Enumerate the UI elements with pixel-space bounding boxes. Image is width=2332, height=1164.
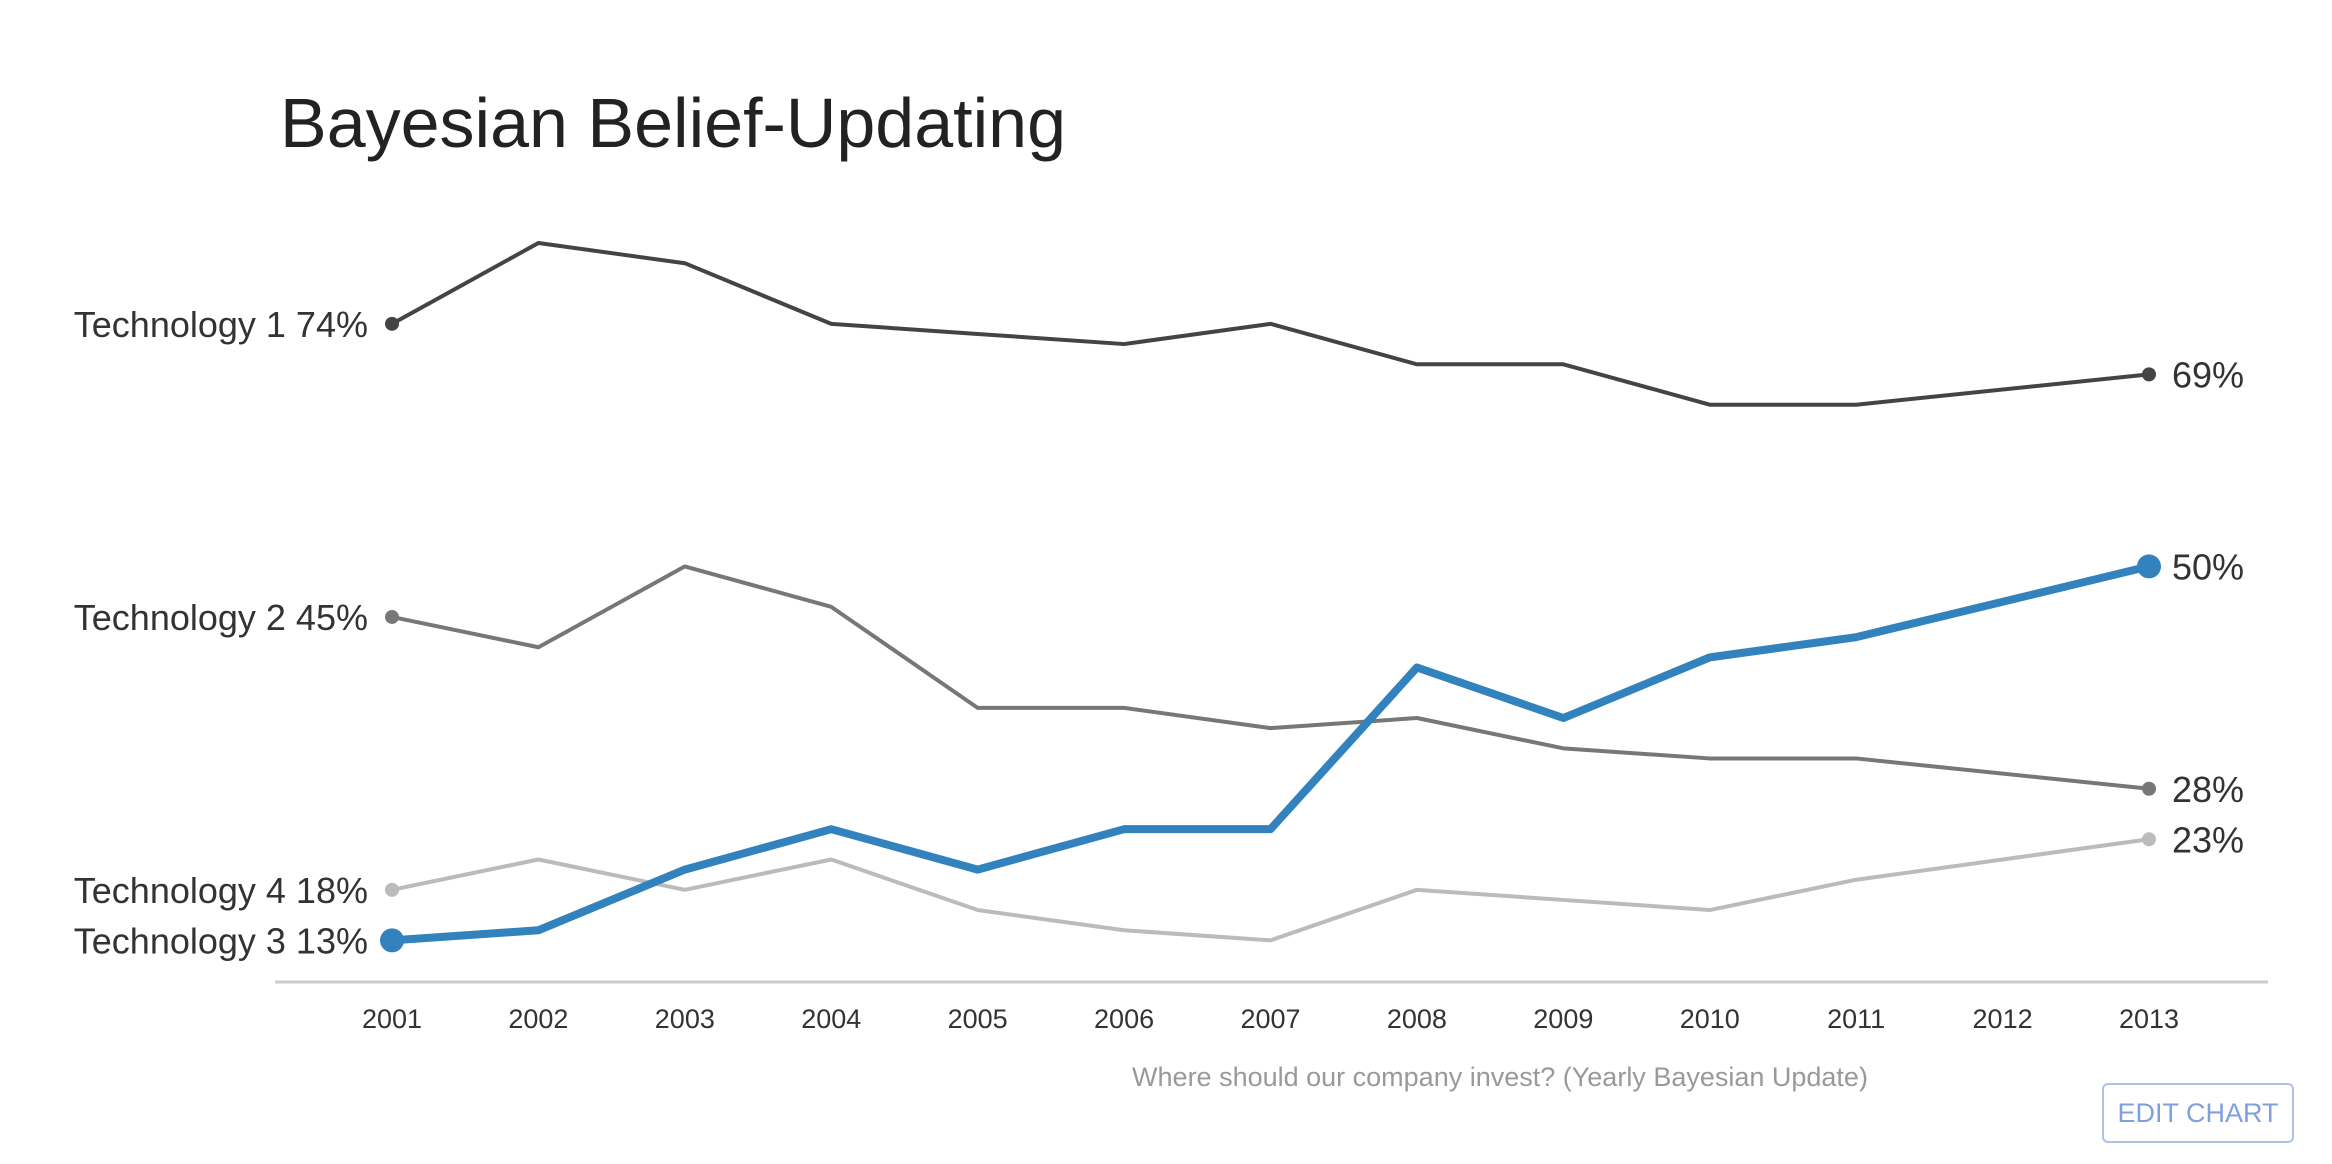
series-group: Technology 1 74% 69% Technology 2 45% 28% Te… <box>74 241 2244 961</box>
x-tick-2007: 2007 <box>1240 1004 1300 1034</box>
start-point-technology-2 <box>385 609 399 624</box>
start-label-technology-4: Technology 4 18% <box>74 870 368 911</box>
start-point-technology-4 <box>385 882 399 897</box>
x-tick-2001: 2001 <box>362 1004 422 1034</box>
end-point-technology-1 <box>2142 367 2156 382</box>
start-point-technology-1 <box>385 316 399 331</box>
series-line-technology-1 <box>390 241 2151 407</box>
x-tick-2011: 2011 <box>1827 1004 1885 1034</box>
x-tick-2013: 2013 <box>2119 1004 2179 1034</box>
series-line-technology-3 <box>388 562 2153 945</box>
series-line-technology-2 <box>390 564 2151 791</box>
x-tick-2004: 2004 <box>801 1004 861 1034</box>
x-tick-2003: 2003 <box>655 1004 715 1034</box>
end-label-technology-2: 28% <box>2172 769 2244 810</box>
x-axis: 2001 2002 2003 2004 2005 2006 2007 2008 2009 2010… <box>275 980 2268 1034</box>
end-label-technology-3: 50% <box>2172 546 2244 587</box>
edit-chart-button[interactable]: EDIT CHART <box>2102 1083 2294 1143</box>
start-point-technology-3 <box>380 928 404 953</box>
end-point-technology-3 <box>2137 554 2161 579</box>
x-tick-2009: 2009 <box>1533 1004 1593 1034</box>
end-point-technology-2 <box>2142 781 2156 796</box>
x-axis-caption: Where should our company invest? (Yearly… <box>1132 1062 1868 1092</box>
x-tick-2008: 2008 <box>1387 1004 1447 1034</box>
x-tick-2010: 2010 <box>1680 1004 1740 1034</box>
x-tick-labels: 2001 2002 2003 2004 2005 2006 2007 2008 2009 2010… <box>362 1004 2179 1034</box>
chart-title: Bayesian Belief-Updating <box>280 84 1066 162</box>
end-point-technology-4 <box>2142 832 2156 847</box>
x-tick-2012: 2012 <box>1973 1004 2033 1034</box>
x-tick-2002: 2002 <box>508 1004 568 1034</box>
start-label-technology-2: Technology 2 45% <box>74 597 368 638</box>
end-label-technology-4: 23% <box>2172 819 2244 860</box>
end-label-technology-1: 69% <box>2172 354 2244 395</box>
series-line-technology-4 <box>390 837 2151 943</box>
start-label-technology-3: Technology 3 13% <box>74 920 368 961</box>
x-tick-2005: 2005 <box>948 1004 1008 1034</box>
x-tick-2006: 2006 <box>1094 1004 1154 1034</box>
start-label-technology-1: Technology 1 74% <box>74 304 368 345</box>
